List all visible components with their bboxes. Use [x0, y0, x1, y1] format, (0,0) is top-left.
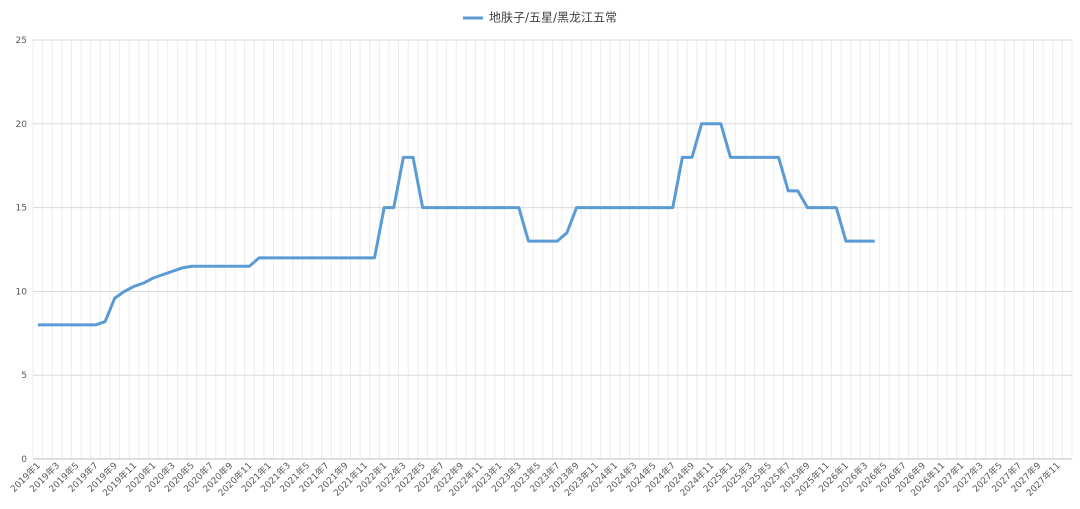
y-tick-label: 20	[16, 120, 28, 130]
y-tick-label: 25	[16, 36, 27, 46]
y-tick-label: 5	[21, 371, 27, 381]
y-tick-label: 0	[21, 455, 27, 465]
legend-label: 地肤子/五星/黑龙江五常	[489, 10, 617, 25]
y-tick-label: 15	[16, 204, 27, 214]
y-tick-label: 10	[16, 287, 28, 297]
series-line	[37, 122, 875, 327]
